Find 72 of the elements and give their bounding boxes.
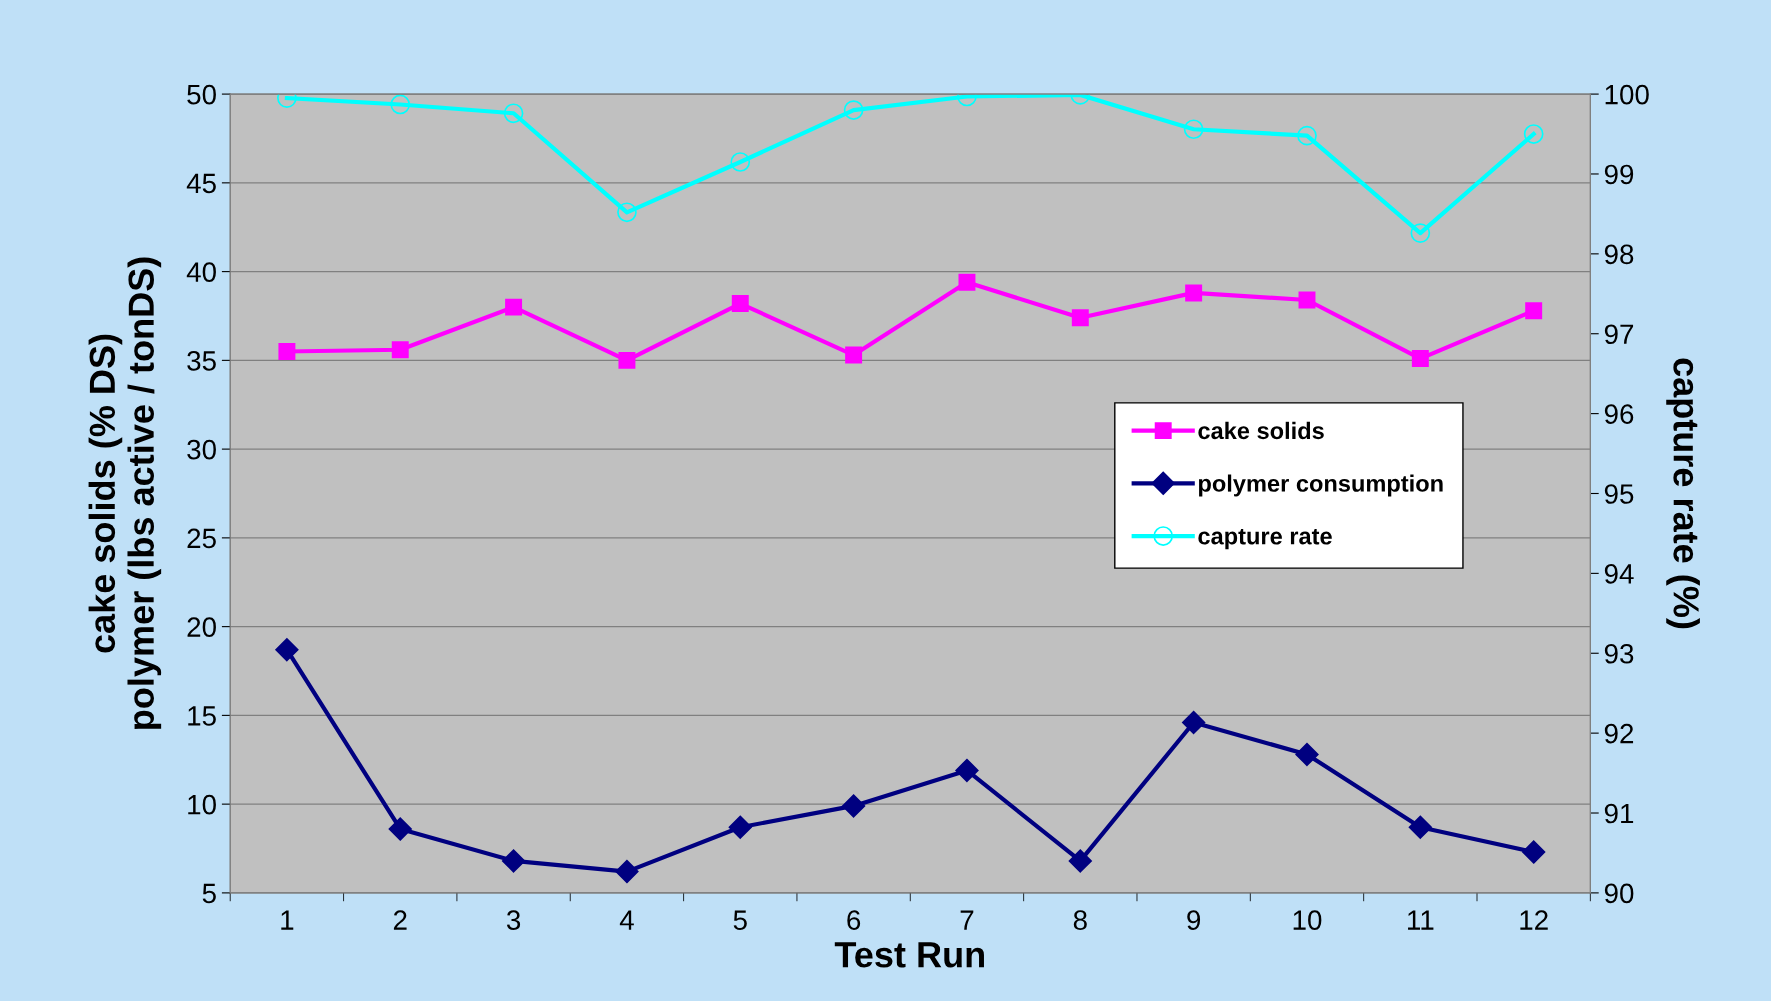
x-tick-label: 5: [733, 910, 747, 930]
point: [391, 341, 409, 359]
x-tick-label: 3: [506, 910, 521, 930]
y2-tick-label: 97: [1604, 324, 1634, 345]
point: [730, 152, 751, 172]
x-axis-title: Test Run: [834, 942, 984, 968]
point: [955, 758, 979, 783]
point: [1071, 309, 1089, 327]
point: [1408, 815, 1432, 839]
y-tick-label: 30: [187, 439, 216, 460]
legend-label: capture rate: [1198, 528, 1332, 550]
x-tick-label: 4: [619, 910, 634, 930]
y2-tick-label: 96: [1604, 404, 1634, 424]
y-tick-label: 45: [186, 173, 216, 194]
point: [1411, 350, 1429, 368]
x-tick-label: 10: [1293, 910, 1322, 930]
y-tick-label: 10: [188, 794, 216, 815]
y-tick-label: 15: [188, 706, 216, 726]
x-tick-label: 1: [281, 910, 294, 930]
point: [505, 298, 523, 316]
y-tick-label: 40: [186, 262, 216, 282]
point: [1183, 119, 1204, 140]
y-tick-label: 50: [187, 84, 216, 105]
point: [843, 100, 864, 120]
point: [1298, 291, 1316, 309]
point: [1523, 124, 1544, 144]
point: [728, 815, 752, 839]
point: [1185, 284, 1203, 302]
point: [1522, 840, 1546, 864]
legend-label: cake solids: [1198, 421, 1324, 440]
x-tick-label: 8: [1073, 910, 1087, 930]
y2-tick-label: 99: [1604, 164, 1634, 185]
point: [278, 343, 296, 360]
x-tick-label: 9: [1187, 910, 1201, 930]
point: [615, 859, 639, 884]
point: [731, 295, 749, 313]
legend-label: polymer consumption: [1199, 474, 1443, 497]
y2-tick-label: 92: [1604, 723, 1634, 744]
y-tick-label: 25: [187, 528, 216, 549]
y2-tick-label: 90: [1604, 883, 1634, 904]
point: [618, 351, 636, 369]
x-tick-label: 2: [393, 910, 407, 930]
x-tick-label: 12: [1520, 910, 1548, 930]
y2-axis-title: capture rate (%): [1666, 358, 1700, 629]
x-tick-label: 6: [847, 910, 861, 930]
point: [617, 202, 637, 223]
x-tick-label: 11: [1408, 910, 1434, 930]
point: [841, 794, 866, 818]
point: [388, 817, 412, 841]
point: [1182, 710, 1206, 735]
point: [1297, 125, 1317, 146]
point: [1068, 849, 1092, 873]
point: [958, 273, 976, 291]
x-tick-label: 7: [960, 910, 974, 930]
y2-tick-label: 100: [1605, 84, 1649, 105]
y2-tick-label: 94: [1604, 564, 1634, 584]
y2-tick-label: 93: [1604, 643, 1634, 664]
point: [501, 849, 526, 873]
point: [1525, 302, 1543, 320]
y-axis-title: cake solids (% DS) polymer (lbs active / tonDS): [88, 257, 162, 729]
point: [845, 346, 863, 364]
point: [275, 638, 299, 662]
point: [503, 103, 524, 124]
y2-tick-label: 91: [1604, 803, 1634, 824]
y2-tick-label: 95: [1604, 484, 1634, 504]
point: [1410, 223, 1431, 243]
y-tick-label: 20: [187, 617, 216, 637]
y-tick-label: 35: [187, 351, 216, 371]
y-tick-label: 5: [202, 883, 216, 904]
y2-tick-label: 98: [1604, 244, 1634, 265]
point: [1295, 742, 1319, 767]
point: [390, 94, 411, 115]
